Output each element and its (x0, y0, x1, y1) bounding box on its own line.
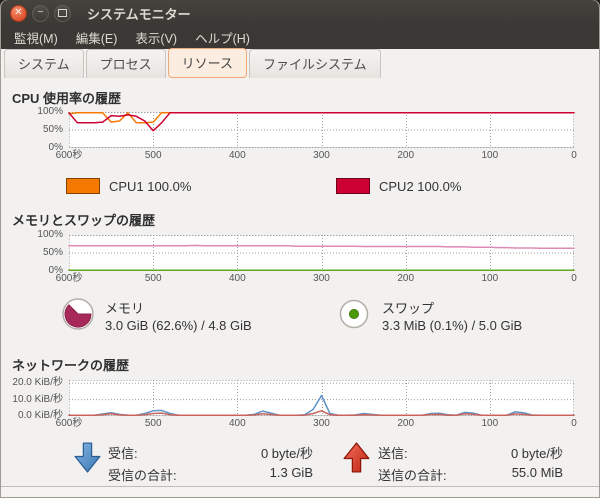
minimize-icon[interactable]: − (32, 4, 49, 22)
y-tick-label: 50% (42, 247, 63, 258)
x-tick-label: 400 (228, 150, 246, 161)
recv-total-label: 受信の合計: (108, 468, 177, 483)
y-tick-label: 0% (48, 265, 63, 276)
cpu2-legend[interactable]: CPU2 100.0% (336, 176, 461, 196)
x-tick-label: 200 (397, 418, 415, 429)
y-tick-label: 100% (37, 106, 63, 117)
chart-plot-area (68, 112, 575, 148)
menu-help[interactable]: ヘルプ(H) (195, 32, 250, 46)
cpu-history-chart: 100% 50% 0% 600秒 500 400 300 200 100 0 (1, 107, 599, 164)
chart-plot-area (68, 235, 575, 271)
y-tick-label: 50% (42, 124, 63, 135)
swap-label: スワップ (382, 301, 435, 316)
memory-swap-history-chart: 100% 50% 0% 600秒 500 400 300 200 100 0 (1, 230, 599, 287)
x-tick-label: 600秒 (55, 273, 83, 284)
x-tick-label: 400 (228, 418, 246, 429)
sent-total-value: 55.0 MiB (511, 465, 563, 480)
close-icon[interactable]: ✕ (10, 4, 27, 22)
network-section-title: ネットワークの履歴 (12, 358, 130, 373)
y-tick-label: 20.0 KiB/秒 (12, 377, 63, 389)
x-tick-label: 600秒 (55, 418, 83, 429)
memory-label: メモリ (105, 301, 145, 316)
upload-arrow-icon (343, 442, 370, 473)
cpu1-legend[interactable]: CPU1 100.0% (66, 176, 191, 196)
x-tick-label: 200 (397, 150, 415, 161)
sent-value: 0 byte/秒 (510, 446, 563, 461)
x-tick-label: 600秒 (55, 150, 83, 161)
recv-label: 受信: (108, 446, 138, 461)
x-tick-label: 500 (144, 418, 162, 429)
menu-bar: 監視(M) 編集(E) 表示(V) ヘルプ(H) (1, 26, 599, 49)
x-tick-label: 200 (397, 273, 415, 284)
menu-view[interactable]: 表示(V) (135, 32, 178, 46)
sent-label: 送信: (378, 446, 408, 461)
y-tick-label: 100% (37, 229, 63, 240)
cpu1-legend-label: CPU1 100.0% (109, 178, 192, 194)
x-tick-label: 400 (228, 273, 246, 284)
x-tick-label: 100 (481, 418, 499, 429)
x-tick-label: 300 (313, 418, 330, 429)
y-tick-label: 0.0 KiB/秒 (17, 410, 63, 421)
x-tick-label: 0 (571, 273, 577, 284)
swap-value: 3.3 MiB (0.1%) / 5.0 GiB (382, 318, 523, 333)
window-controls: ✕ − (10, 4, 71, 22)
tab-processes[interactable]: プロセス (85, 49, 166, 78)
download-arrow-icon (74, 442, 101, 473)
y-tick-label: 10.0 KiB/秒 (12, 393, 63, 405)
status-strip (1, 486, 599, 497)
window-title: システムモニター (87, 6, 191, 22)
x-tick-label: 0 (571, 418, 577, 429)
maximize-icon[interactable] (54, 4, 71, 22)
x-tick-label: 100 (481, 150, 499, 161)
swap-pie-icon (339, 299, 369, 329)
chart-plot-area (68, 380, 575, 416)
title-bar: ✕ − システムモニター (1, 0, 599, 26)
memory-pie-icon (62, 298, 94, 330)
cpu-section-title: CPU 使用率の履歴 (12, 91, 122, 106)
x-tick-label: 0 (571, 150, 577, 161)
x-tick-label: 500 (144, 273, 162, 284)
x-tick-label: 300 (313, 273, 330, 284)
cpu2-color-swatch[interactable] (336, 178, 370, 194)
y-tick-label: 0% (48, 142, 63, 153)
x-tick-label: 300 (313, 150, 330, 161)
menu-edit[interactable]: 編集(E) (75, 32, 118, 46)
tab-filesystems[interactable]: ファイルシステム (249, 49, 381, 78)
memory-section-title: メモリとスワップの履歴 (12, 213, 156, 228)
tab-resources[interactable]: リソース (167, 48, 247, 78)
tab-system[interactable]: システム (4, 49, 84, 78)
memory-value: 3.0 GiB (62.6%) / 4.8 GiB (105, 318, 252, 333)
recv-value: 0 byte/秒 (260, 446, 313, 461)
menu-monitor[interactable]: 監視(M) (14, 32, 58, 46)
cpu1-color-swatch[interactable] (66, 178, 100, 194)
recv-total-value: 1.3 GiB (269, 465, 313, 480)
x-tick-label: 500 (144, 150, 162, 161)
network-history-chart: 20.0 KiB/秒 10.0 KiB/秒 0.0 KiB/秒 600秒 500 400 3… (1, 377, 599, 432)
cpu2-legend-label: CPU2 100.0% (379, 178, 462, 194)
x-tick-label: 100 (481, 273, 499, 284)
sent-total-label: 送信の合計: (378, 468, 447, 483)
tab-bar: システム プロセス リソース ファイルシステム (1, 48, 599, 78)
